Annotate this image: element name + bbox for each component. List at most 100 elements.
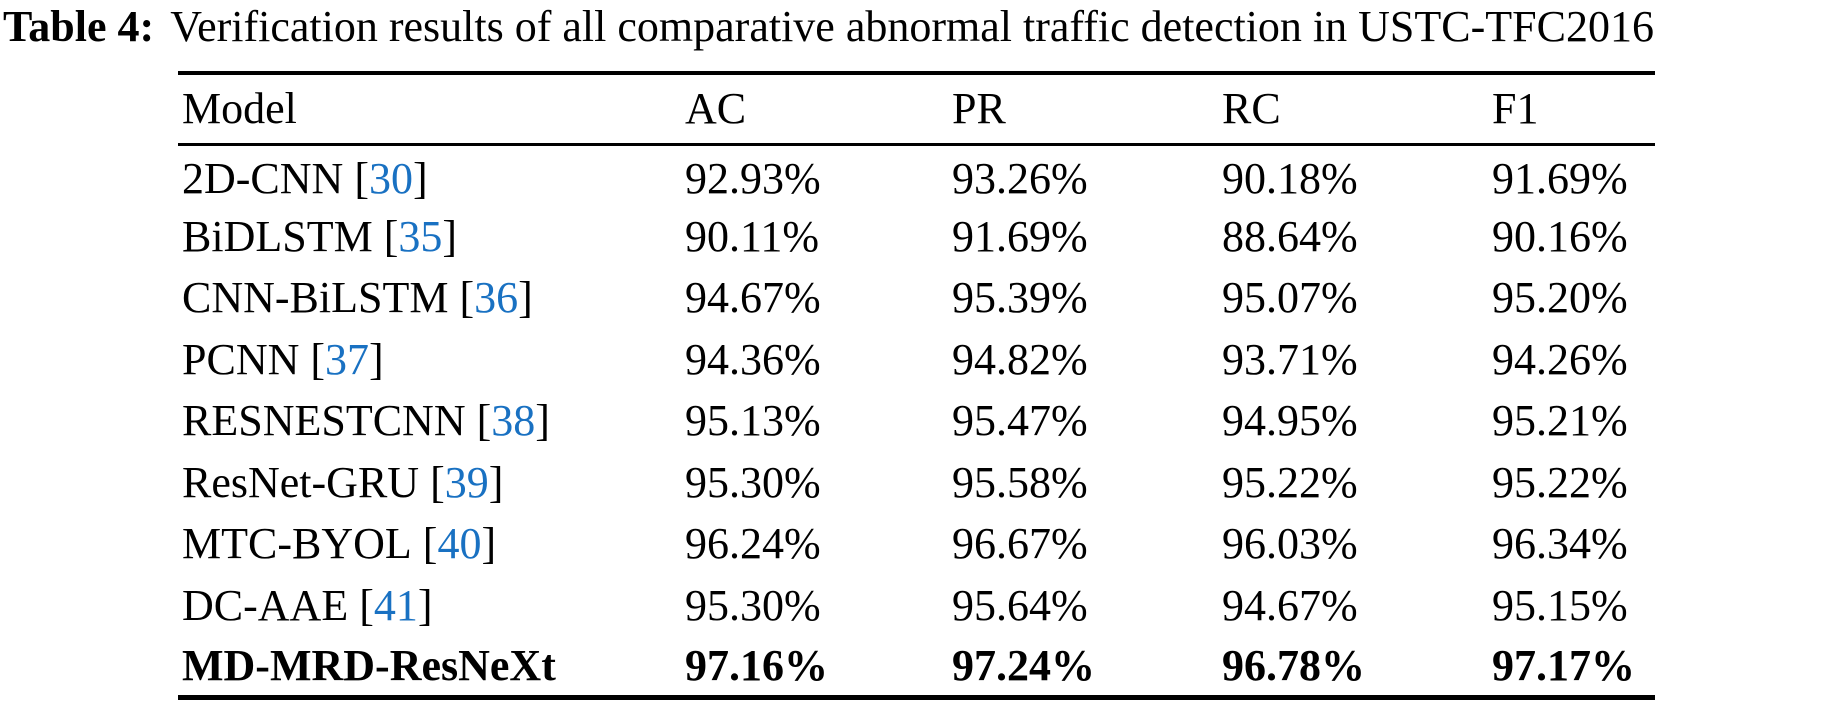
citation: [39] bbox=[430, 458, 503, 507]
cell-rc: 95.22% bbox=[1222, 457, 1358, 507]
cell-model: BiDLSTM [35] bbox=[178, 206, 685, 268]
bracket-close-icon: ] bbox=[481, 519, 497, 569]
col-header-rc: RC bbox=[1222, 84, 1281, 134]
table-row: MD-MRD-ResNeXt 97.16% 97.24% 96.78% 97.1… bbox=[178, 636, 1655, 698]
cell-ac: 95.13% bbox=[685, 396, 821, 446]
cell-rc: 96.78% bbox=[1222, 641, 1365, 690]
table-row: MTC-BYOL [40] 96.24% 96.67% 96.03% 96.34% bbox=[178, 513, 1655, 575]
cell-rc: 88.64% bbox=[1222, 211, 1358, 261]
caption-text: Verification results of all comparative … bbox=[170, 2, 1654, 51]
model-name: 2D-CNN bbox=[182, 154, 344, 203]
cell-pr: 95.64% bbox=[952, 580, 1088, 630]
cell-f1: 95.20% bbox=[1492, 273, 1628, 323]
citation-link[interactable]: 38 bbox=[491, 396, 536, 446]
model-name: ResNet-GRU bbox=[182, 457, 420, 507]
cell-pr: 95.58% bbox=[952, 457, 1088, 507]
cell-pr: 91.69% bbox=[952, 211, 1088, 261]
cell-rc: 94.95% bbox=[1222, 396, 1358, 446]
table-caption: Table 4: Verification results of all comp… bbox=[3, 1, 1654, 53]
results-table: Model AC PR RC F1 2D-CNN [30] 92.93% 93.2… bbox=[178, 71, 1655, 700]
cell-model: PCNN [37] bbox=[178, 329, 685, 391]
cell-model: RESNESTCNN [38] bbox=[178, 390, 685, 452]
cell-pr: 95.47% bbox=[952, 396, 1088, 446]
bracket-open-icon: [ bbox=[459, 273, 475, 323]
col-header-model: Model bbox=[182, 84, 297, 134]
citation: [40] bbox=[423, 519, 496, 568]
cell-ac: 95.30% bbox=[685, 580, 821, 630]
table-row: CNN-BiLSTM [36] 94.67% 95.39% 95.07% 95.2… bbox=[178, 267, 1655, 329]
model-name: MTC-BYOL bbox=[182, 519, 412, 569]
cell-f1: 95.15% bbox=[1492, 580, 1628, 630]
bracket-open-icon: [ bbox=[359, 580, 374, 630]
table-row: RESNESTCNN [38] 95.13% 95.47% 94.95% 95.2… bbox=[178, 390, 1655, 452]
cell-f1: 95.22% bbox=[1492, 457, 1628, 507]
table-body: 2D-CNN [30] 92.93% 93.26% 90.18% 91.69% B… bbox=[178, 144, 1655, 698]
cell-model: DC-AAE [41] bbox=[178, 575, 685, 637]
citation-link[interactable]: 41 bbox=[373, 580, 418, 630]
bracket-close-icon: ] bbox=[518, 273, 533, 323]
bracket-close-icon: ] bbox=[369, 334, 384, 384]
citation: [30] bbox=[354, 154, 427, 203]
cell-model: CNN-BiLSTM [36] bbox=[178, 267, 685, 329]
bracket-open-icon: [ bbox=[383, 211, 399, 261]
cell-pr: 94.82% bbox=[952, 334, 1088, 384]
citation: [35] bbox=[384, 212, 457, 261]
col-header-f1: F1 bbox=[1492, 84, 1539, 134]
citation-link[interactable]: 30 bbox=[368, 154, 413, 203]
bracket-open-icon: [ bbox=[354, 154, 369, 203]
bracket-close-icon: ] bbox=[535, 396, 550, 446]
cell-ac: 92.93% bbox=[685, 154, 821, 203]
cell-ac: 96.24% bbox=[685, 519, 821, 569]
cell-f1: 90.16% bbox=[1492, 211, 1628, 261]
cell-ac: 97.16% bbox=[685, 641, 828, 690]
citation: [41] bbox=[359, 581, 432, 630]
col-header-ac: AC bbox=[685, 84, 747, 134]
cell-rc: 96.03% bbox=[1222, 519, 1358, 569]
cell-rc: 95.07% bbox=[1222, 273, 1358, 323]
col-header-pr: PR bbox=[952, 84, 1006, 134]
cell-pr: 97.24% bbox=[952, 641, 1095, 690]
model-name: DC-AAE bbox=[182, 580, 349, 630]
table-row: PCNN [37] 94.36% 94.82% 93.71% 94.26% bbox=[178, 329, 1655, 391]
cell-ac: 94.36% bbox=[685, 334, 821, 384]
bracket-open-icon: [ bbox=[422, 519, 438, 569]
citation-link[interactable]: 36 bbox=[474, 273, 519, 323]
model-name: PCNN bbox=[182, 334, 300, 384]
cell-ac: 94.67% bbox=[685, 273, 821, 323]
table-row: ResNet-GRU [39] 95.30% 95.58% 95.22% 95.2… bbox=[178, 452, 1655, 514]
cell-f1: 91.69% bbox=[1492, 154, 1628, 203]
citation-link[interactable]: 37 bbox=[325, 334, 370, 384]
citation-link[interactable]: 39 bbox=[444, 457, 489, 507]
cell-rc: 94.67% bbox=[1222, 580, 1358, 630]
table-header: Model AC PR RC F1 bbox=[178, 73, 1655, 144]
cell-rc: 93.71% bbox=[1222, 334, 1358, 384]
cell-rc: 90.18% bbox=[1222, 154, 1358, 203]
cell-pr: 93.26% bbox=[952, 154, 1088, 203]
cell-f1: 97.17% bbox=[1492, 641, 1635, 690]
bracket-close-icon: ] bbox=[417, 580, 433, 630]
citation: [36] bbox=[459, 273, 532, 322]
bracket-open-icon: [ bbox=[476, 396, 492, 446]
table-row: 2D-CNN [30] 92.93% 93.26% 90.18% 91.69% bbox=[178, 144, 1655, 206]
header-row: Model AC PR RC F1 bbox=[178, 73, 1655, 144]
table-row: DC-AAE [41] 95.30% 95.64% 94.67% 95.15% bbox=[178, 575, 1655, 637]
model-name: CNN-BiLSTM bbox=[182, 273, 449, 323]
bracket-close-icon: ] bbox=[442, 211, 458, 261]
citation-link[interactable]: 35 bbox=[398, 211, 443, 261]
cell-f1: 94.26% bbox=[1492, 334, 1628, 384]
cell-model: ResNet-GRU [39] bbox=[178, 452, 685, 514]
cell-model: MTC-BYOL [40] bbox=[178, 513, 685, 575]
bracket-open-icon: [ bbox=[430, 457, 445, 507]
caption-label: Table 4: bbox=[3, 2, 155, 51]
model-name: RESNESTCNN bbox=[182, 396, 466, 446]
citation: [38] bbox=[477, 396, 550, 445]
bracket-close-icon: ] bbox=[488, 457, 504, 507]
cell-f1: 95.21% bbox=[1492, 396, 1628, 446]
model-name: BiDLSTM bbox=[182, 211, 373, 261]
citation-link[interactable]: 40 bbox=[437, 519, 482, 569]
bracket-open-icon: [ bbox=[310, 334, 326, 384]
cell-ac: 90.11% bbox=[685, 211, 820, 261]
bracket-close-icon: ] bbox=[412, 154, 428, 203]
cell-model: 2D-CNN [30] bbox=[178, 144, 685, 206]
